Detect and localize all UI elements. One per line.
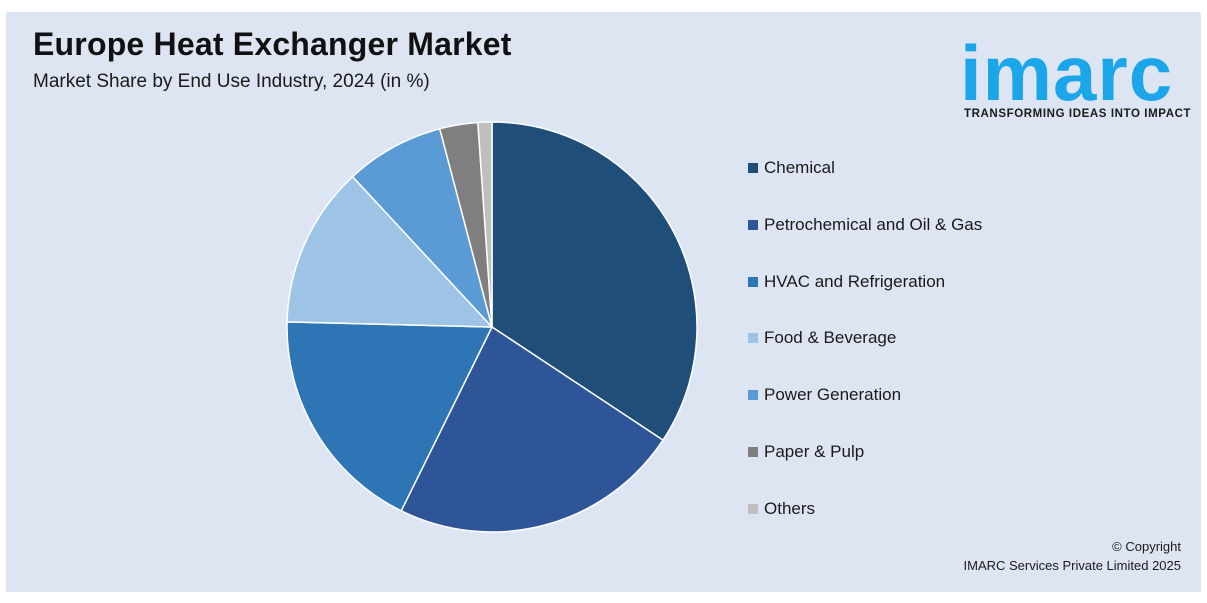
legend-item: Paper & Pulp (748, 440, 1068, 464)
legend-label: HVAC and Refrigeration (764, 271, 946, 291)
legend-swatch (748, 333, 758, 344)
legend-label: Paper & Pulp (764, 442, 865, 461)
copyright-line: © Copyright (1112, 539, 1181, 554)
chart-title: Europe Heat Exchanger Market (33, 26, 512, 62)
legend-item: HVAC and Refrigeration (748, 270, 1068, 294)
legend-item: Food & Beverage (748, 326, 1068, 350)
logo-tagline: TRANSFORMING IDEAS INTO IMPACT (964, 108, 1192, 120)
legend-label: Power Generation (764, 385, 902, 405)
imarc-logo: imarc TRANSFORMING IDEAS INTO IMPACT (960, 22, 1195, 122)
pie-slice-power-generation (351, 127, 493, 328)
legend-label: Others (764, 498, 816, 518)
pie-slice-petrochemical-and-oil-gas (400, 325, 665, 533)
legend-item: Others (748, 497, 1068, 521)
legend-swatch (748, 447, 758, 457)
legend-item: Chemical (748, 156, 1068, 180)
copyright-company: IMARC Services Private Limited 2025 (963, 558, 1181, 573)
logo-wordmark: imarc (960, 29, 1174, 117)
legend-label: Chemical (764, 158, 835, 177)
legend-label: Food & Beverage (764, 328, 897, 348)
legend-item: Petrochemical and Oil & Gas (748, 213, 1068, 237)
legend-label: Petrochemical and Oil & Gas (764, 214, 983, 234)
legend-swatch (748, 390, 758, 401)
chart-subtitle: Market Share by End Use Industry, 2024 (… (33, 71, 430, 92)
copyright-notice: © Copyright IMARC Services Private Limit… (964, 537, 1181, 575)
pie-slice-hvac-and-refrigeration (286, 321, 494, 512)
legend-swatch (748, 503, 758, 514)
legend-swatch (748, 219, 758, 230)
pie-slice-food-beverage (286, 175, 494, 328)
legend-item: Power Generation (748, 383, 1068, 407)
pie-slice-others (477, 121, 493, 328)
legend-swatch (748, 276, 758, 287)
legend-swatch (748, 163, 758, 173)
